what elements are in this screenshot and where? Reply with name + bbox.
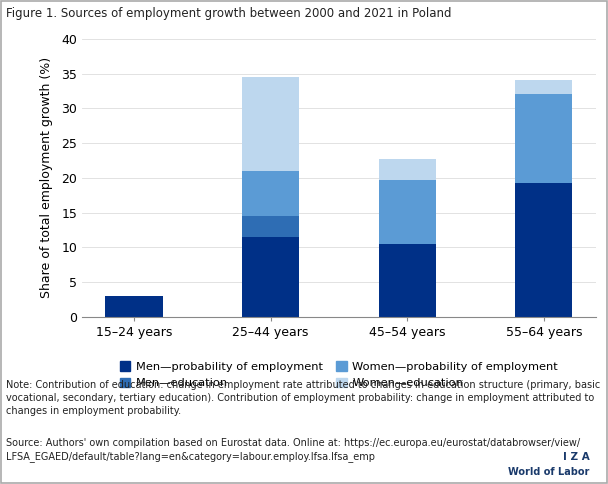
Bar — [379, 244, 436, 317]
Bar — [515, 183, 573, 317]
Bar — [379, 159, 436, 180]
Bar — [242, 77, 299, 171]
Text: Figure 1. Sources of employment growth between 2000 and 2021 in Poland: Figure 1. Sources of employment growth b… — [6, 7, 452, 20]
Text: World of Labor: World of Labor — [508, 467, 590, 477]
Bar — [242, 216, 299, 237]
Bar — [379, 180, 436, 244]
Text: Source: Authors' own compilation based on Eurostat data. Online at: https://ec.e: Source: Authors' own compilation based o… — [6, 438, 580, 462]
Bar — [242, 171, 299, 216]
Legend: Men—probability of employment, Men—education, Women—probability of employment, W: Men—probability of employment, Men—educa… — [117, 359, 561, 391]
Bar — [105, 296, 163, 317]
Bar — [242, 237, 299, 317]
Bar — [515, 80, 573, 94]
Bar — [515, 94, 573, 183]
Y-axis label: Share of total employment growth (%): Share of total employment growth (%) — [40, 57, 53, 299]
Text: Note: Contribution of education: change in employment rate attributed to changes: Note: Contribution of education: change … — [6, 380, 600, 416]
Text: I Z A: I Z A — [563, 452, 590, 462]
